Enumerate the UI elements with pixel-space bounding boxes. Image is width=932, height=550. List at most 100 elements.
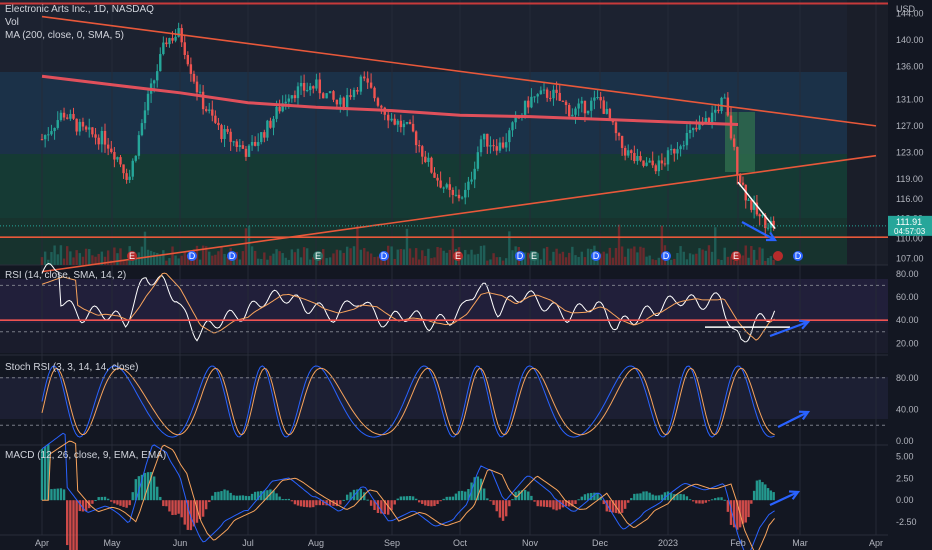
volume-bar	[287, 259, 290, 265]
candle-body	[599, 96, 602, 101]
candle-body	[418, 145, 421, 147]
volume-bar	[707, 245, 711, 265]
volume-bar	[669, 259, 673, 265]
candle-body	[688, 130, 692, 133]
stoch-label[interactable]: Stoch RSI (3, 3, 14, 14, close)	[5, 362, 139, 373]
macd-histogram-bar	[253, 491, 257, 501]
macd-histogram-bar	[349, 492, 352, 501]
volume-bar	[630, 248, 633, 265]
macd-histogram-bar	[229, 492, 232, 501]
time-axis[interactable]: Apr May Jun Jul Aug Sep Oct Nov Dec 2023 Feb Mar Apr	[35, 538, 883, 548]
macd-histogram-bar	[758, 479, 761, 501]
future-area	[847, 0, 888, 265]
volume-bar	[627, 248, 630, 265]
volume-bar	[263, 252, 266, 265]
volume-bar	[558, 253, 561, 265]
price-tick-label: 110.00	[896, 234, 923, 244]
macd-histogram-bar	[106, 498, 110, 501]
candle-body	[113, 152, 116, 160]
candle-body	[568, 105, 571, 117]
candle-body	[764, 215, 767, 229]
volume-bar	[53, 245, 56, 265]
candle-body	[571, 114, 574, 117]
volume-bar	[226, 257, 229, 265]
macd-histogram-bar	[183, 500, 186, 525]
macd-histogram-bar	[312, 500, 315, 508]
volume-bar	[533, 258, 536, 265]
volume-bar	[755, 259, 759, 265]
volume-bar	[174, 255, 177, 265]
macd-histogram-bar	[460, 490, 464, 501]
volume-bar	[574, 255, 577, 265]
macd-label[interactable]: MACD (12, 26, close, 9, EMA, EMA)	[5, 450, 167, 461]
candle-body	[421, 146, 424, 157]
rsi-pane[interactable]	[0, 262, 888, 343]
candle-body	[633, 152, 636, 162]
price-axis[interactable]: 144.00 140.00 136.00 131.00 127.00 123.00 119.…	[888, 0, 932, 550]
event-badge-circle	[591, 251, 601, 261]
time-tick-label: Jun	[173, 538, 188, 548]
macd-histogram-bar	[772, 492, 775, 501]
volume-bar	[235, 251, 238, 265]
volume-bar	[238, 259, 242, 265]
volume-bar	[81, 256, 85, 265]
candle-body	[558, 92, 561, 101]
volume-bar	[564, 257, 568, 265]
event-badge-circle	[731, 251, 741, 261]
resistance-trendline	[41, 15, 877, 127]
symbol-title[interactable]: Electronic Arts Inc., 1D, NASDAQ	[5, 4, 154, 15]
macd-histogram-bar	[577, 499, 580, 501]
ma-label[interactable]: MA (200, close, 0, SMA, 5)	[5, 30, 124, 41]
stoch-rsi-pane[interactable]	[0, 365, 888, 438]
event-badge-circle	[529, 251, 539, 261]
volume-bar	[568, 252, 571, 265]
candle-body	[451, 189, 455, 195]
volume-bar	[698, 248, 701, 265]
ma-200-line	[41, 74, 739, 126]
candle-body	[511, 122, 514, 131]
macd-pane[interactable]	[40, 432, 775, 550]
volume-bar	[220, 246, 223, 265]
candle-body	[165, 42, 168, 45]
macd-histogram-bar	[511, 499, 514, 501]
rsi-label[interactable]: RSI (14, close, SMA, 14, 2)	[5, 270, 127, 281]
macd-histogram-bar	[402, 496, 406, 501]
candle-body	[103, 130, 107, 145]
candle-body	[666, 150, 670, 165]
drawn-arrows[interactable]	[741, 221, 811, 506]
rsi-tick-label: 20.00	[896, 338, 919, 348]
candle-body	[241, 145, 245, 149]
macd-histogram-bar	[56, 488, 59, 501]
macd-histogram-bar	[103, 496, 107, 501]
candle-body	[232, 141, 235, 143]
volume-bar	[651, 259, 654, 265]
candle-body	[436, 177, 439, 181]
macd-histogram-bar	[545, 500, 549, 508]
macd-histogram-bar	[159, 496, 162, 501]
candle-body	[695, 127, 698, 130]
time-tick-label: Apr	[35, 538, 49, 548]
candle-body	[40, 139, 44, 141]
macd-histogram-bar	[284, 498, 287, 501]
macd-histogram-bar	[143, 472, 147, 501]
candle-body	[66, 117, 69, 119]
volume-bar	[269, 255, 272, 265]
candle-body	[359, 76, 363, 92]
macd-histogram-bar	[226, 490, 229, 501]
time-tick-label: Nov	[522, 538, 539, 548]
volume-bar	[349, 248, 352, 265]
volume-bar	[159, 255, 162, 265]
trend-lines[interactable]	[0, 15, 888, 273]
candle-body	[88, 127, 91, 130]
candle-body	[91, 127, 94, 135]
band-mid-zone	[0, 154, 847, 218]
macd-histogram-bar	[257, 491, 260, 501]
candle-body	[250, 141, 254, 146]
macd-histogram-bar	[247, 496, 251, 501]
vol-label[interactable]: Vol	[5, 17, 19, 28]
volume-bar	[66, 246, 69, 265]
volume-bar	[633, 246, 636, 265]
event-badge-circle	[379, 251, 389, 261]
